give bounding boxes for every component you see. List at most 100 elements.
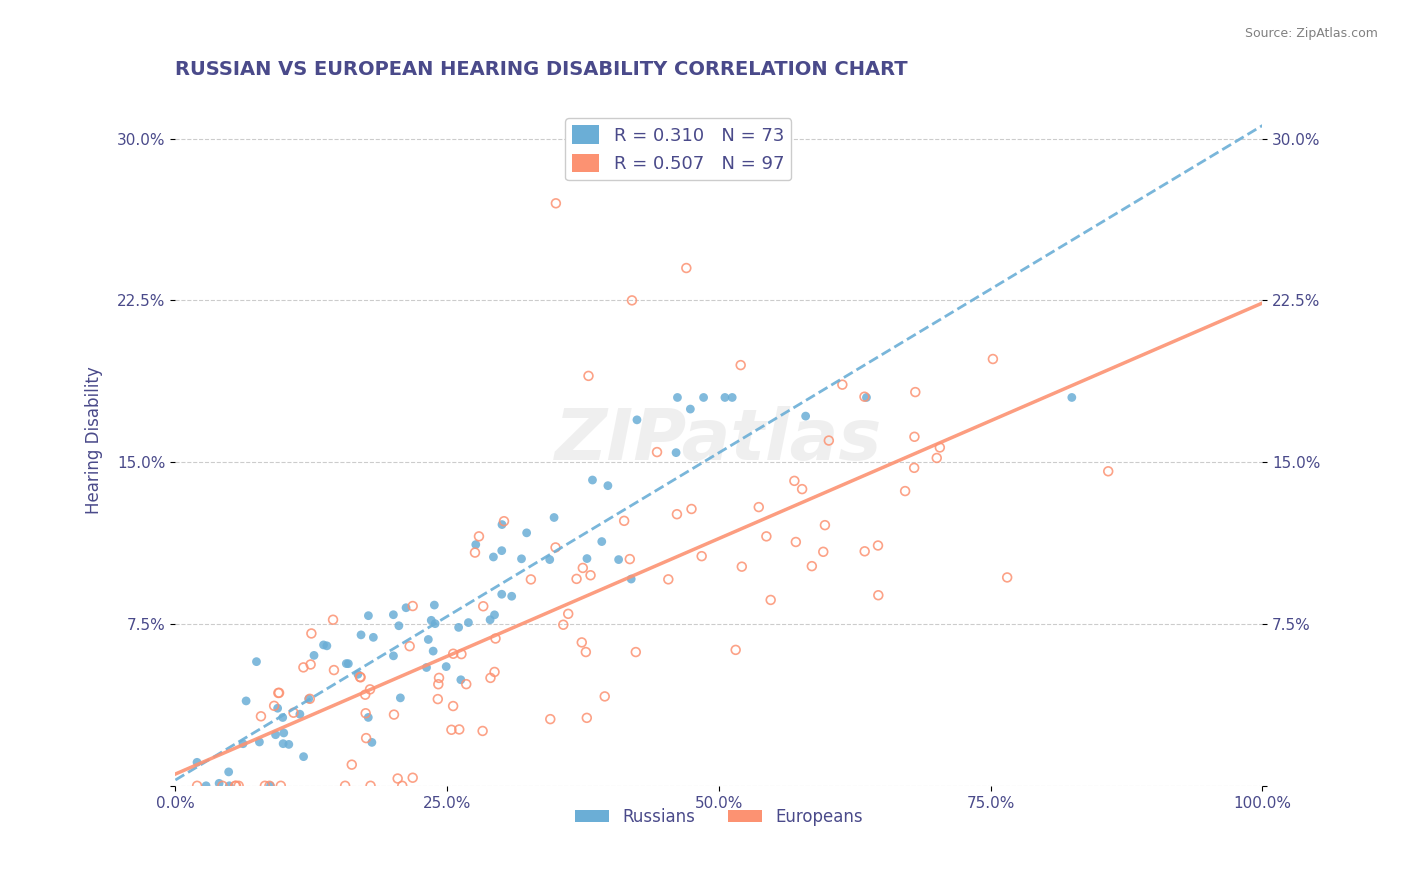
Europeans	[665, 507, 688, 521]
Russians	[350, 628, 373, 642]
Russians	[1060, 391, 1083, 405]
Text: RUSSIAN VS EUROPEAN HEARING DISABILITY CORRELATION CHART: RUSSIAN VS EUROPEAN HEARING DISABILITY C…	[176, 60, 908, 78]
Europeans	[690, 549, 713, 564]
Russians	[337, 657, 360, 671]
Russians	[315, 639, 337, 653]
Europeans	[450, 647, 472, 661]
Europeans	[731, 559, 754, 574]
Russians	[288, 707, 311, 722]
Europeans	[298, 691, 321, 706]
Russians	[247, 735, 270, 749]
Europeans	[520, 573, 543, 587]
Russians	[543, 510, 565, 524]
Russians	[510, 551, 533, 566]
Europeans	[340, 757, 363, 772]
Russians	[434, 659, 457, 673]
Europeans	[492, 514, 515, 528]
Europeans	[853, 390, 876, 404]
Russians	[714, 391, 737, 405]
Russians	[679, 402, 702, 417]
Russians	[186, 756, 208, 770]
Europeans	[903, 430, 925, 444]
Europeans	[225, 779, 247, 793]
Europeans	[571, 635, 593, 649]
Europeans	[928, 441, 950, 455]
Europeans	[349, 670, 371, 684]
Europeans	[402, 599, 425, 613]
Europeans	[484, 665, 506, 679]
Europeans	[814, 518, 837, 533]
Europeans	[333, 779, 356, 793]
Russians	[363, 631, 385, 645]
Europeans	[565, 572, 588, 586]
Europeans	[748, 500, 770, 514]
Russians	[357, 608, 380, 623]
Russians	[395, 600, 418, 615]
Europeans	[620, 293, 643, 308]
Europeans	[613, 514, 636, 528]
Europeans	[349, 670, 371, 684]
Europeans	[572, 561, 595, 575]
Russians	[855, 391, 877, 405]
Russians	[692, 391, 714, 405]
Europeans	[544, 541, 567, 555]
Europeans	[472, 599, 495, 614]
Europeans	[186, 779, 208, 793]
Russians	[596, 478, 619, 492]
Europeans	[538, 712, 561, 726]
Russians	[665, 445, 688, 459]
Russians	[447, 620, 470, 634]
Europeans	[228, 779, 250, 793]
Europeans	[981, 351, 1004, 366]
Europeans	[360, 779, 382, 793]
Russians	[666, 391, 689, 405]
Europeans	[471, 723, 494, 738]
Europeans	[657, 573, 679, 587]
Russians	[423, 598, 446, 612]
Russians	[312, 638, 335, 652]
Europeans	[484, 632, 506, 646]
Europeans	[253, 779, 276, 793]
Legend: Russians, Europeans: Russians, Europeans	[568, 801, 869, 832]
Russians	[516, 525, 538, 540]
Russians	[591, 534, 613, 549]
Europeans	[579, 568, 602, 582]
Europeans	[402, 771, 425, 785]
Russians	[721, 391, 744, 405]
Russians	[382, 607, 405, 622]
Russians	[277, 738, 299, 752]
Europeans	[593, 690, 616, 704]
Europeans	[323, 663, 346, 677]
Europeans	[441, 647, 464, 661]
Europeans	[904, 385, 927, 400]
Europeans	[817, 434, 839, 448]
Russians	[273, 726, 295, 740]
Russians	[195, 779, 218, 793]
Europeans	[1097, 464, 1119, 478]
Russians	[794, 409, 817, 423]
Europeans	[322, 613, 344, 627]
Europeans	[995, 570, 1018, 584]
Europeans	[263, 698, 285, 713]
Europeans	[544, 196, 567, 211]
Russians	[298, 691, 321, 706]
Russians	[501, 589, 523, 603]
Russians	[423, 616, 446, 631]
Europeans	[456, 677, 478, 691]
Russians	[538, 552, 561, 566]
Europeans	[426, 692, 449, 706]
Europeans	[831, 377, 853, 392]
Europeans	[270, 779, 292, 793]
Russians	[575, 551, 598, 566]
Russians	[292, 749, 315, 764]
Europeans	[224, 779, 246, 793]
Russians	[245, 655, 267, 669]
Europeans	[292, 660, 315, 674]
Europeans	[813, 545, 835, 559]
Russians	[271, 710, 294, 724]
Europeans	[391, 779, 413, 793]
Russians	[464, 538, 486, 552]
Europeans	[354, 688, 377, 702]
Europeans	[250, 709, 273, 723]
Russians	[388, 619, 411, 633]
